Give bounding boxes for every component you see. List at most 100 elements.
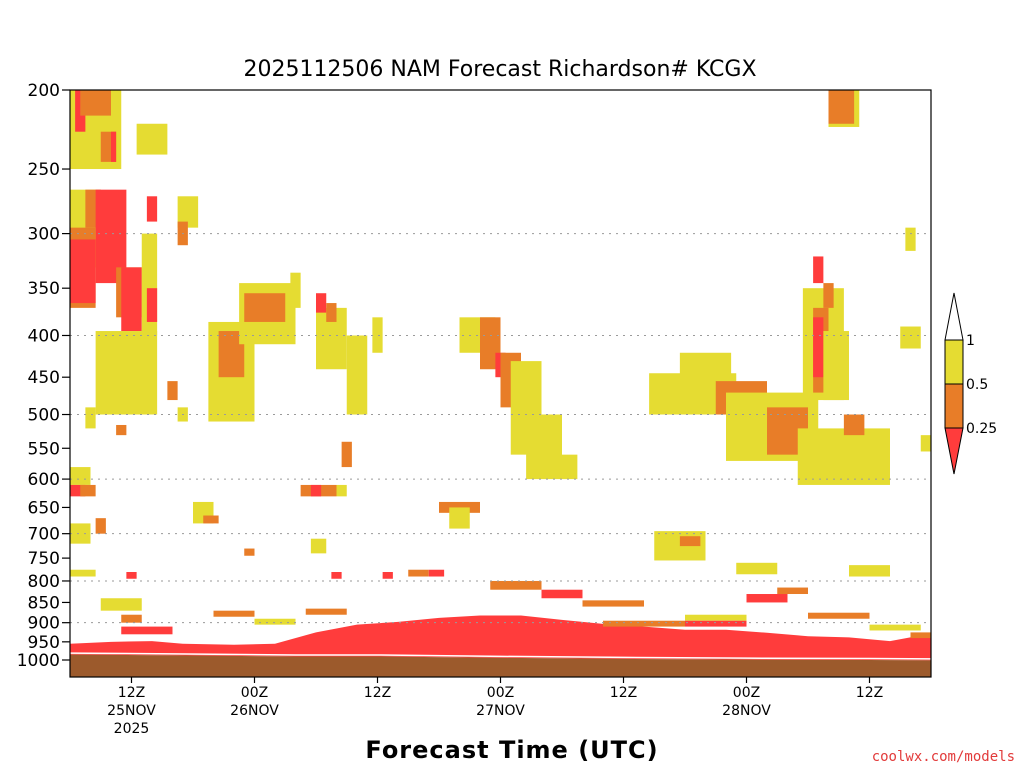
ri-cell-orange — [843, 414, 865, 436]
boundary-layer-red — [70, 615, 931, 661]
ri-cell-orange — [244, 293, 286, 322]
ri-cell-orange — [213, 610, 255, 617]
legend-swatch-orange — [944, 383, 964, 429]
ri-cell-yellow — [562, 454, 578, 480]
ri-cell-yellow — [920, 435, 931, 452]
ri-cell-yellow — [823, 331, 849, 401]
ri-cell-red — [70, 484, 86, 497]
ri-cell-red — [121, 626, 173, 635]
ri-cell-orange — [582, 600, 644, 607]
y-tick-label: 800 — [28, 572, 60, 592]
ri-cell-red — [310, 484, 322, 497]
legend-label: 0.5 — [966, 377, 988, 393]
plot-area — [69, 89, 932, 678]
legend-label: 0.25 — [966, 421, 997, 437]
ri-cell-orange — [823, 283, 834, 308]
ri-cell-yellow — [526, 414, 562, 480]
x-tick-label: 25NOV — [107, 703, 156, 719]
ri-cell-yellow — [70, 569, 96, 577]
x-tick-label: 12Z — [364, 685, 391, 701]
ri-cell-orange — [341, 441, 352, 468]
ri-cell-red — [746, 594, 788, 603]
ri-cell-red — [146, 196, 158, 222]
ri-cell-red — [541, 589, 583, 599]
ri-cell-yellow — [905, 227, 916, 251]
ri-cell-red — [146, 288, 158, 322]
y-tick-label: 700 — [28, 525, 60, 545]
ri-cell-yellow — [177, 196, 199, 228]
ri-cell-yellow — [900, 326, 921, 349]
y-tick-label: 400 — [28, 326, 60, 346]
x-tick-label: 12Z — [610, 685, 637, 701]
ri-cell-yellow — [372, 317, 383, 353]
ri-cell-orange — [244, 548, 255, 556]
ri-cell-yellow — [70, 523, 91, 544]
ri-cell-yellow — [849, 565, 890, 577]
ri-cell-yellow — [797, 428, 890, 485]
ri-cell-red — [126, 572, 137, 579]
ri-cell-yellow — [70, 467, 91, 485]
ri-cell-yellow — [449, 507, 470, 529]
ri-cell-red — [70, 239, 96, 304]
legend-label: 1 — [966, 333, 975, 349]
ri-cell-red — [428, 569, 445, 577]
x-axis-title: Forecast Time (UTC) — [365, 736, 658, 764]
y-tick-label: 250 — [28, 160, 60, 180]
surface-line — [69, 652, 932, 660]
ri-cell-yellow — [685, 614, 747, 621]
ri-cell-orange — [828, 90, 855, 124]
ri-cell-orange — [116, 424, 127, 436]
ri-cell-red — [331, 572, 342, 579]
y-tick-label: 550 — [28, 439, 60, 459]
ri-cell-orange — [121, 614, 142, 623]
legend-swatch-above-1 — [944, 292, 964, 341]
x-tick-label: 27NOV — [476, 703, 525, 719]
y-axis: 200 250 300 350 400 450 500 550 600 650 700 750 8008… — [17, 81, 70, 671]
y-tick-label: 350 — [28, 279, 60, 299]
ri-cell-orange — [439, 501, 480, 513]
x-tick-label: 00Z — [487, 685, 514, 701]
ri-cell-yellow — [85, 407, 96, 429]
credit-text: coolwx.com/models — [872, 749, 1015, 765]
y-tick-label: 900 — [28, 614, 60, 634]
ri-cell-yellow — [100, 598, 142, 611]
ri-cell-orange — [305, 608, 347, 615]
ri-cell-yellow — [869, 624, 921, 631]
ri-cell-red — [813, 317, 824, 378]
ri-cell-orange — [408, 569, 429, 577]
y-tick-label: 950 — [28, 633, 60, 653]
y-tick-label: 200 — [28, 81, 60, 101]
ri-cell-yellow — [290, 272, 301, 308]
ri-cell-orange — [326, 303, 337, 322]
legend-swatch-red — [944, 427, 964, 475]
ri-cell-orange — [95, 518, 106, 534]
ri-cell-yellow — [254, 618, 296, 625]
legend-swatch-yellow — [944, 339, 964, 385]
ri-cell-yellow — [346, 335, 368, 415]
y-tick-label: 450 — [28, 368, 60, 388]
ri-cell-yellow — [95, 331, 158, 415]
y-tick-label: 500 — [28, 406, 60, 426]
y-tick-label: 1000 — [17, 651, 60, 671]
ri-cell-yellow — [310, 538, 327, 554]
y-tick-label: 600 — [28, 470, 60, 490]
ri-cell-red — [813, 256, 824, 284]
ri-cell-red — [121, 267, 142, 332]
ground-surface — [70, 654, 931, 677]
ri-cell-orange — [203, 515, 219, 524]
ri-cell-orange — [808, 612, 870, 619]
ri-cell-orange — [80, 484, 96, 497]
ri-cell-red — [111, 131, 117, 162]
ri-cell-red — [382, 572, 393, 579]
ri-cell-orange — [777, 587, 808, 595]
ri-cell-orange — [603, 620, 685, 627]
x-tick-label: 26NOV — [230, 703, 279, 719]
ri-cell-yellow — [736, 562, 778, 575]
ri-cell-orange — [490, 580, 542, 590]
ri-cell-orange — [910, 632, 931, 639]
x-tick-label: 2025 — [114, 721, 150, 737]
chart-title: 2025112506 NAM Forecast Richardson# KCGX — [243, 57, 756, 82]
y-tick-label: 300 — [28, 225, 60, 245]
ri-cell-red — [685, 620, 747, 627]
